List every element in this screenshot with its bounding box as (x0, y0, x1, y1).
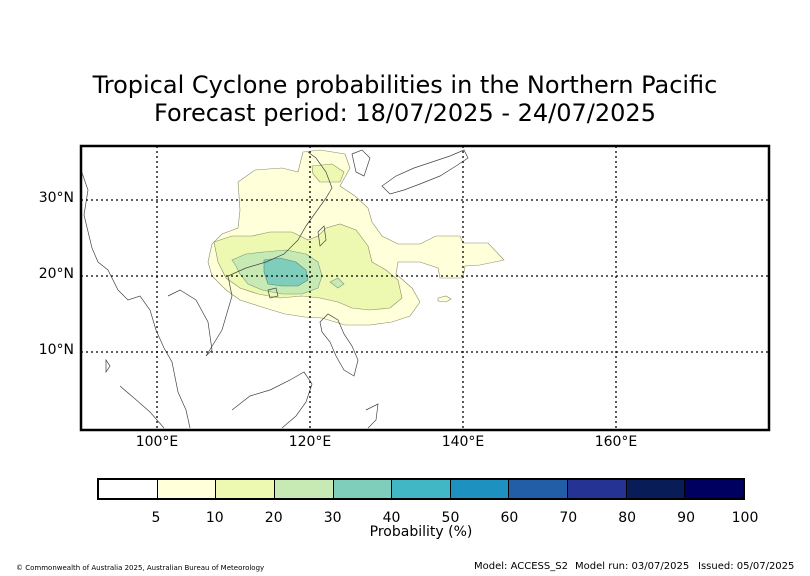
title-line-1: Tropical Cyclone probabilities in the No… (92, 71, 718, 99)
map-frame (79, 144, 771, 432)
colorbar-tick-20: 20 (264, 510, 283, 526)
coastline-philippines (319, 313, 359, 377)
colorbar-tick-10: 10 (205, 510, 224, 526)
coastline-mainland (80, 169, 191, 429)
colorbar-tick-40: 40 (382, 510, 401, 526)
model-run-date: Model run: 03/07/2025 (575, 561, 690, 572)
colorbar-tick-100: 100 (731, 510, 759, 526)
lon-label-100: 100°E (135, 434, 179, 450)
colorbar-segment-9 (626, 480, 686, 498)
coastline-japan (381, 149, 469, 195)
contour-20pct-small (329, 277, 345, 289)
probability-contours (207, 149, 505, 326)
colorbar-segment-2 (216, 480, 275, 498)
issued-date: Issued: 05/07/2025 (698, 561, 795, 572)
colorbar-segment-5 (392, 480, 451, 498)
contour-5pct-small (437, 295, 452, 303)
coastlines (80, 149, 469, 429)
gridlines (81, 146, 769, 430)
title-line-2: Forecast period: 18/07/2025 - 24/07/2025 (154, 99, 656, 127)
coastline-borneo (231, 371, 313, 429)
contour-10pct-north (311, 163, 345, 183)
copyright-notice: © Commonwealth of Australia 2025, Austra… (16, 564, 265, 572)
colorbar-segment-4 (333, 480, 393, 498)
colorbar-segment-1 (157, 480, 217, 498)
colorbar-tick-30: 30 (323, 510, 342, 526)
map-background (81, 146, 769, 430)
colorbar-tick-90: 90 (677, 510, 695, 526)
colorbar-label: Probability (%) (369, 524, 473, 540)
colorbar-tick-50: 50 (441, 510, 460, 526)
coastline-sulawesi (365, 403, 379, 429)
coastline-china (167, 151, 333, 357)
colorbar-tick-70: 70 (559, 510, 578, 526)
colorbar-segment-10 (685, 480, 744, 498)
coastline-sri-lanka (105, 358, 111, 374)
colorbar-segment-7 (509, 480, 569, 498)
colorbar-tick-60: 60 (500, 510, 519, 526)
colorbar (97, 478, 745, 500)
model-name: Model: ACCESS_S2 (474, 561, 568, 572)
lat-label-10: 10°N (38, 342, 74, 358)
colorbar-segment-8 (568, 480, 627, 498)
lon-label-140: 140°E (441, 434, 485, 450)
lat-label-30: 30°N (38, 190, 74, 206)
colorbar-tick-5: 5 (151, 510, 161, 526)
lat-label-20: 20°N (38, 266, 74, 282)
coastline-hainan (267, 287, 279, 299)
colorbar-segment-6 (450, 480, 510, 498)
colorbar-segment-0 (99, 480, 158, 498)
coastline-taiwan (317, 225, 327, 247)
contour-30pct (263, 257, 309, 287)
colorbar-tick-80: 80 (618, 510, 637, 526)
lon-label-120: 120°E (288, 434, 332, 450)
colorbar-segment-3 (274, 480, 334, 498)
coastline-korea (351, 149, 371, 177)
lon-label-160: 160°E (594, 434, 638, 450)
coastline-sumatra (119, 385, 165, 429)
